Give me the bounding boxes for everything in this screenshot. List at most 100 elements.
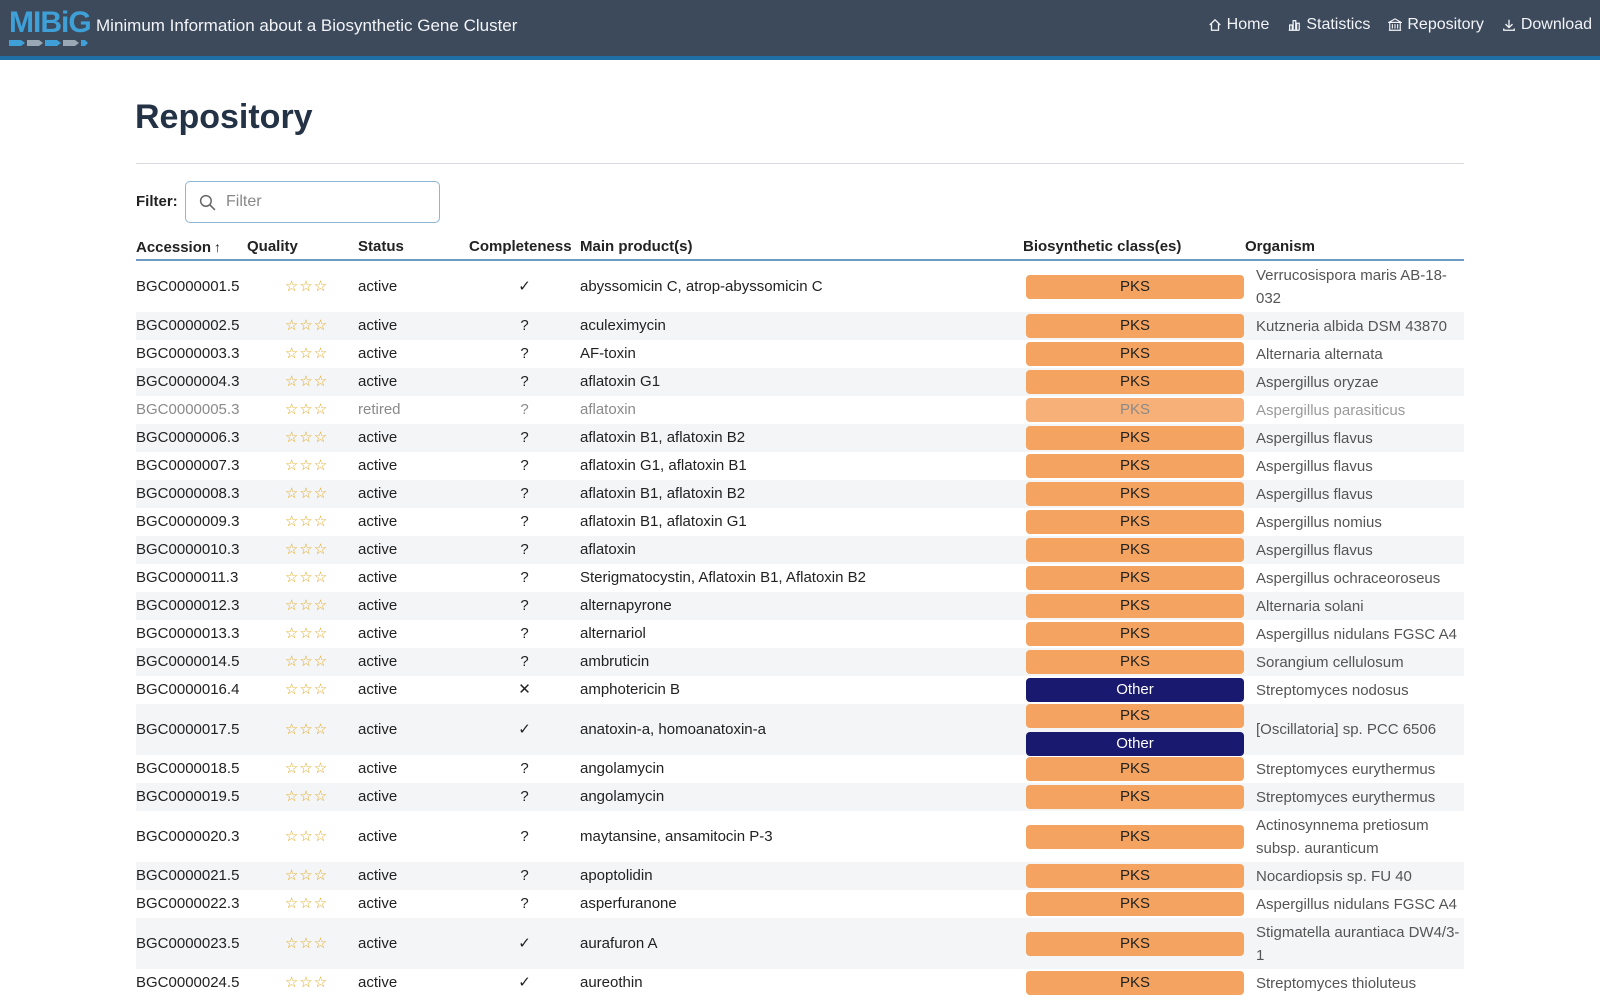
table-row[interactable]: BGC0000007.3 ☆☆☆ active? aflatoxin G1, afla… xyxy=(136,452,1464,480)
completeness-cell: ? xyxy=(520,625,529,642)
table-row[interactable]: BGC0000006.3 ☆☆☆ active? aflatoxin B1, afla… xyxy=(136,424,1464,452)
table-row[interactable]: BGC0000018.5 ☆☆☆ active? angolamycin PKS Stre… xyxy=(136,755,1464,783)
header-quality[interactable]: Quality xyxy=(247,238,298,255)
table-row[interactable]: BGC0000004.3 ☆☆☆ active? aflatoxin G1 PKS Asp… xyxy=(136,368,1464,396)
organism-cell: Aspergillus nidulans FGSC A4 xyxy=(1256,895,1457,913)
quality-stars-icon: ☆☆☆ xyxy=(284,513,329,530)
mibig-logo[interactable]: MIBiG xyxy=(9,8,92,48)
accession-link[interactable]: BGC0000017.5 xyxy=(136,720,240,738)
accession-link[interactable]: BGC0000004.3 xyxy=(136,373,240,390)
completeness-cell: ? xyxy=(520,485,529,502)
table-body: BGC0000001.5 ☆☆☆ active ✓ abyssomicin C, atr… xyxy=(136,261,1464,997)
class-badge-pks: PKS xyxy=(1026,398,1244,422)
table-row[interactable]: BGC0000001.5 ☆☆☆ active ✓ abyssomicin C, atr… xyxy=(136,261,1464,312)
completeness-cell: ? xyxy=(520,788,529,805)
quality-stars-icon: ☆☆☆ xyxy=(284,788,329,805)
table-row[interactable]: BGC0000008.3 ☆☆☆ active? aflatoxin B1, afla… xyxy=(136,480,1464,508)
accession-link[interactable]: BGC0000005.3 xyxy=(136,401,240,418)
status-cell: active xyxy=(358,681,398,698)
nav-home-link[interactable]: Home xyxy=(1208,16,1269,34)
page-title: Repository xyxy=(135,98,313,136)
accession-link[interactable]: BGC0000021.5 xyxy=(136,867,240,884)
organism-cell: Aspergillus flavus xyxy=(1256,541,1373,559)
table-row[interactable]: BGC0000022.3 ☆☆☆ active? asperfuranone PKS As… xyxy=(136,890,1464,918)
status-cell: active xyxy=(358,541,398,558)
accession-link[interactable]: BGC0000006.3 xyxy=(136,429,240,446)
accession-link[interactable]: BGC0000011.3 xyxy=(136,569,239,586)
accession-link[interactable]: BGC0000019.5 xyxy=(136,788,240,805)
table-row[interactable]: BGC0000014.5 ☆☆☆ active? ambruticin PKS Soran… xyxy=(136,648,1464,676)
header-accession[interactable]: Accession ↑ xyxy=(136,239,222,256)
table-row[interactable]: BGC0000023.5 ☆☆☆ active ✓ aurafuron A PKS Stig… xyxy=(136,918,1464,969)
table-row[interactable]: BGC0000020.3 ☆☆☆ active? maytansine, ansami… xyxy=(136,811,1464,862)
filter-box[interactable] xyxy=(185,181,440,223)
accession-link[interactable]: BGC0000012.3 xyxy=(136,597,240,614)
main-products-cell: alternapyrone xyxy=(580,597,672,614)
header-main-products[interactable]: Main product(s) xyxy=(580,238,693,255)
class-badge-pks: PKS xyxy=(1026,703,1244,728)
completeness-cell: ? xyxy=(520,317,529,334)
quality-cell: ☆☆☆ xyxy=(247,680,358,700)
accession-link[interactable]: BGC0000024.5 xyxy=(136,974,240,991)
class-badge-pks: PKS xyxy=(1026,622,1244,646)
accession-link[interactable]: BGC0000013.3 xyxy=(136,625,240,642)
accession-link[interactable]: BGC0000007.3 xyxy=(136,457,240,474)
table-row[interactable]: BGC0000013.3 ☆☆☆ active? alternariol PKS Aspe… xyxy=(136,620,1464,648)
accession-link[interactable]: BGC0000018.5 xyxy=(136,760,240,777)
accession-link[interactable]: BGC0000001.5 xyxy=(136,277,240,295)
header-biosynthetic-classes[interactable]: Biosynthetic class(es) xyxy=(1023,238,1182,255)
accession-link[interactable]: BGC0000020.3 xyxy=(136,827,240,845)
table-row[interactable]: BGC0000017.5 ☆☆☆ active ✓ anatoxin-a, homoan… xyxy=(136,703,1464,756)
table-row[interactable]: BGC0000024.5 ☆☆☆ active ✓ aureothin PKS Strept… xyxy=(136,969,1464,997)
nav-statistics-link[interactable]: Statistics xyxy=(1287,16,1370,34)
class-badge-pks: PKS xyxy=(1026,482,1244,506)
quality-stars-icon: ☆☆☆ xyxy=(284,653,329,670)
accession-link[interactable]: BGC0000023.5 xyxy=(136,934,240,952)
header-completeness[interactable]: Completeness xyxy=(469,238,572,255)
biosynthetic-class-cell: PKS xyxy=(1023,510,1245,534)
accession-link[interactable]: BGC0000016.4 xyxy=(136,681,240,698)
status-cell: active xyxy=(358,277,398,295)
biosynthetic-class-cell: PKS xyxy=(1023,892,1245,916)
main-products-cell: AF-toxin xyxy=(580,345,636,362)
quality-cell: ☆☆☆ xyxy=(247,787,358,807)
header-organism[interactable]: Organism xyxy=(1245,238,1316,255)
quality-cell: ☆☆☆ xyxy=(247,344,358,364)
quality-stars-icon: ☆☆☆ xyxy=(284,401,329,418)
main-products-cell: aculeximycin xyxy=(580,317,666,334)
table-row[interactable]: BGC0000005.3 ☆☆☆ retired? aflatoxin PKS Asper… xyxy=(136,396,1464,424)
accession-link[interactable]: BGC0000002.5 xyxy=(136,317,240,334)
nav-repository-link[interactable]: Repository xyxy=(1388,16,1484,34)
accession-link[interactable]: BGC0000014.5 xyxy=(136,653,240,670)
accession-link[interactable]: BGC0000010.3 xyxy=(136,541,240,558)
accession-link[interactable]: BGC0000003.3 xyxy=(136,345,240,362)
main-products-cell: aureothin xyxy=(580,974,643,991)
class-badge-other: Other xyxy=(1026,678,1244,702)
main-products-cell: aflatoxin G1 xyxy=(580,373,661,390)
accession-link[interactable]: BGC0000008.3 xyxy=(136,485,240,502)
header-status[interactable]: Status xyxy=(358,238,404,255)
accession-link[interactable]: BGC0000009.3 xyxy=(136,513,240,530)
biosynthetic-class-cell: PKS xyxy=(1023,566,1245,590)
class-badge-pks: PKS xyxy=(1026,864,1244,888)
biosynthetic-class-cell: PKS Other xyxy=(1023,703,1245,756)
table-row[interactable]: BGC0000011.3 ☆☆☆ active? Sterigmatocystin, … xyxy=(136,564,1464,592)
biosynthetic-class-cell: PKS xyxy=(1023,274,1245,299)
table-row[interactable]: BGC0000016.4 ☆☆☆ active ✕ amphotericin B Othe… xyxy=(136,676,1464,704)
filter-input[interactable] xyxy=(226,191,426,213)
table-row[interactable]: BGC0000021.5 ☆☆☆ active? apoptolidin PKS Noca… xyxy=(136,862,1464,890)
table-row[interactable]: BGC0000012.3 ☆☆☆ active? alternapyrone PKS Al… xyxy=(136,592,1464,620)
accession-link[interactable]: BGC0000022.3 xyxy=(136,895,240,912)
table-row[interactable]: BGC0000009.3 ☆☆☆ active? aflatoxin B1, afla… xyxy=(136,508,1464,536)
table-row[interactable]: BGC0000003.3 ☆☆☆ active? AF-toxin PKS Alterna… xyxy=(136,340,1464,368)
quality-stars-icon: ☆☆☆ xyxy=(284,760,329,777)
organism-cell: Aspergillus nomius xyxy=(1256,513,1382,531)
main-products-cell: aflatoxin xyxy=(580,541,636,558)
quality-stars-icon: ☆☆☆ xyxy=(284,569,329,586)
table-row[interactable]: BGC0000010.3 ☆☆☆ active? aflatoxin PKS Asperg… xyxy=(136,536,1464,564)
table-row[interactable]: BGC0000019.5 ☆☆☆ active? angolamycin PKS Stre… xyxy=(136,783,1464,811)
status-cell: active xyxy=(358,569,398,586)
quality-stars-icon: ☆☆☆ xyxy=(284,934,329,952)
table-row[interactable]: BGC0000002.5 ☆☆☆ active? aculeximycin PKS Kut… xyxy=(136,312,1464,340)
nav-download-link[interactable]: Download xyxy=(1502,16,1592,34)
